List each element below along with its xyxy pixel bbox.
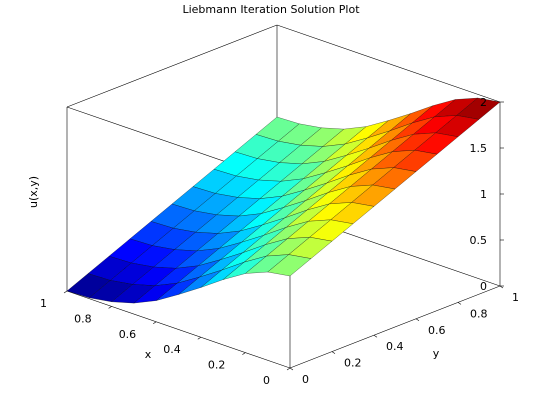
y-tick-mark — [331, 351, 336, 354]
x-tick-mark — [108, 306, 112, 309]
chart-title: Liebmann Iteration Solution Plot — [182, 3, 360, 16]
axis-edge — [66, 24, 278, 108]
z-tick-label: 0.5 — [470, 234, 488, 247]
x-tick-label: 0.8 — [74, 312, 92, 325]
x-tick-mark — [286, 367, 291, 371]
y-tick-mark — [415, 318, 420, 322]
y-axis-label: y — [433, 347, 440, 360]
axis-edge — [276, 24, 501, 103]
y-tick-label: 0.6 — [428, 324, 446, 337]
y-tick-label: 0.4 — [386, 340, 404, 353]
z-tick-label: 2 — [480, 96, 487, 109]
x-tick-mark — [197, 336, 201, 340]
y-tick-label: 0 — [302, 373, 309, 386]
y-tick-label: 0.8 — [470, 307, 488, 320]
y-tick-mark — [373, 334, 378, 338]
surface-patch — [267, 254, 312, 277]
x-tick-label: 1 — [40, 297, 47, 310]
z-tick-label: 0 — [480, 280, 487, 293]
axis-edge — [66, 290, 291, 369]
axis-ticks: 0 0.5 1 1.5 2 0 0.2 0.4 0.6 0.8 1 0 0.2 0.4 0.6 0.8 1 — [40, 96, 519, 387]
y-tick-label: 0.2 — [344, 357, 362, 370]
z-tick-label: 1.5 — [470, 142, 488, 155]
z-axis-label: u(x,y) — [27, 176, 40, 208]
x-axis-label: x — [145, 348, 152, 361]
z-tick-label: 1 — [480, 188, 487, 201]
x-tick-mark — [242, 352, 246, 355]
axis-edge — [289, 285, 501, 369]
surface — [66, 97, 501, 304]
x-tick-label: 0.6 — [119, 328, 137, 341]
y-tick-mark — [289, 367, 294, 371]
x-tick-mark — [153, 321, 157, 325]
x-tick-label: 0 — [263, 374, 270, 387]
y-tick-mark — [457, 302, 462, 305]
x-tick-label: 0.2 — [208, 359, 226, 372]
x-tick-mark — [63, 290, 68, 294]
y-tick-label: 1 — [512, 291, 519, 304]
y-tick-mark — [499, 285, 504, 289]
x-tick-label: 0.4 — [163, 343, 181, 356]
